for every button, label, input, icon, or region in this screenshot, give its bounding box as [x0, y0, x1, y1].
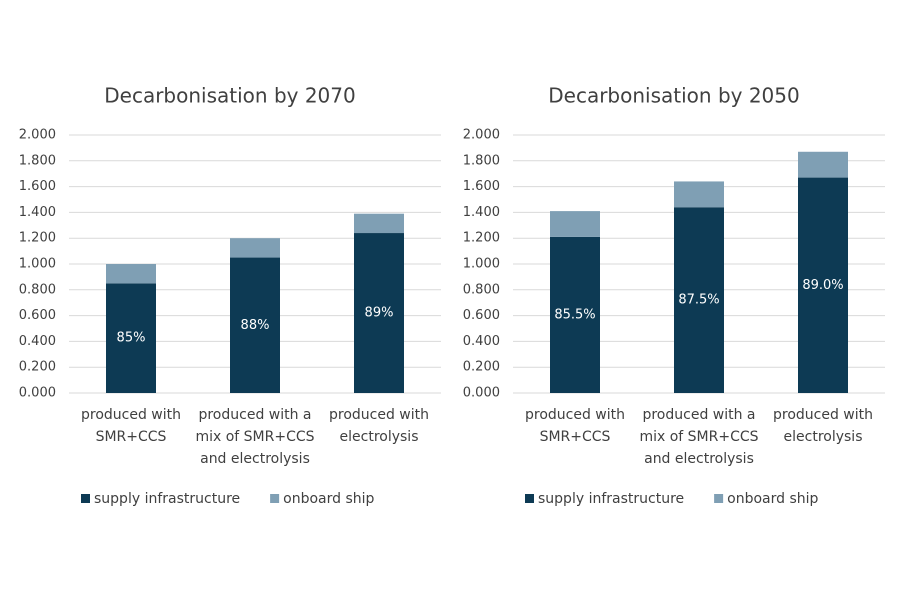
- y-tick-label: 1.600: [463, 179, 500, 194]
- y-tick-label: 1.800: [463, 153, 500, 168]
- bar-segment: [354, 213, 404, 234]
- y-tick-label: 0.800: [463, 282, 500, 297]
- y-tick-label: 0.200: [463, 360, 500, 375]
- y-tick-label: 1.200: [463, 231, 500, 246]
- x-tick-label: produced with a: [198, 407, 311, 423]
- x-tick-label: SMR+CCS: [540, 429, 611, 445]
- x-tick-label: produced with: [525, 407, 625, 423]
- legend-swatch: [714, 494, 724, 503]
- y-tick-label: 2.000: [463, 128, 500, 143]
- y-tick-label: 1.400: [463, 205, 500, 220]
- legend-swatch: [525, 494, 534, 503]
- y-tick-label: 0.600: [463, 308, 500, 323]
- y-tick-label: 2.000: [19, 128, 56, 143]
- data-label: 85%: [117, 331, 146, 346]
- x-tick-label: SMR+CCS: [96, 429, 167, 445]
- data-label: 88%: [241, 318, 270, 333]
- legend-label: supply infrastructure: [538, 491, 684, 507]
- x-tick-label: electrolysis: [340, 429, 419, 445]
- bar-segment: [798, 151, 848, 178]
- y-tick-label: 1.800: [19, 153, 56, 168]
- x-tick-label: produced with: [329, 407, 429, 423]
- bar-segment: [230, 257, 280, 393]
- x-tick-label: and electrolysis: [644, 451, 754, 467]
- y-tick-label: 1.000: [463, 257, 500, 272]
- bar-segment: [550, 211, 600, 237]
- x-tick-label: mix of SMR+CCS: [639, 429, 758, 445]
- bar-segment: [674, 181, 724, 208]
- chart-title: Decarbonisation by 2070: [104, 84, 355, 108]
- x-tick-label: produced with: [773, 407, 873, 423]
- data-label: 85.5%: [554, 307, 595, 322]
- bar-segment: [674, 207, 724, 393]
- bar-segment: [798, 177, 848, 393]
- legend-label: supply infrastructure: [94, 491, 240, 507]
- y-tick-label: 1.000: [19, 257, 56, 272]
- legend-label: onboard ship: [727, 491, 818, 507]
- bar-segment: [230, 238, 280, 258]
- legend-label: onboard ship: [283, 491, 374, 507]
- data-label: 89.0%: [802, 278, 843, 293]
- y-tick-label: 0.600: [19, 308, 56, 323]
- y-tick-label: 0.800: [19, 282, 56, 297]
- bar-segment: [106, 283, 156, 393]
- x-tick-label: electrolysis: [784, 429, 863, 445]
- chart-title: Decarbonisation by 2050: [548, 84, 799, 108]
- x-tick-label: and electrolysis: [200, 451, 310, 467]
- data-label: 89%: [365, 306, 394, 321]
- y-tick-label: 0.400: [463, 334, 500, 349]
- legend-swatch: [270, 494, 280, 503]
- legend-swatch: [81, 494, 90, 503]
- y-tick-label: 0.200: [19, 360, 56, 375]
- bar-segment: [354, 233, 404, 393]
- bar-segment: [106, 264, 156, 284]
- y-tick-label: 0.000: [19, 386, 56, 401]
- y-tick-label: 1.200: [19, 231, 56, 246]
- x-tick-label: produced with a: [642, 407, 755, 423]
- x-tick-label: produced with: [81, 407, 181, 423]
- x-tick-label: mix of SMR+CCS: [195, 429, 314, 445]
- y-tick-label: 0.000: [463, 386, 500, 401]
- bar-segment: [550, 236, 600, 393]
- y-tick-label: 0.400: [19, 334, 56, 349]
- y-tick-label: 1.400: [19, 205, 56, 220]
- data-label: 87.5%: [678, 293, 719, 308]
- y-tick-label: 1.600: [19, 179, 56, 194]
